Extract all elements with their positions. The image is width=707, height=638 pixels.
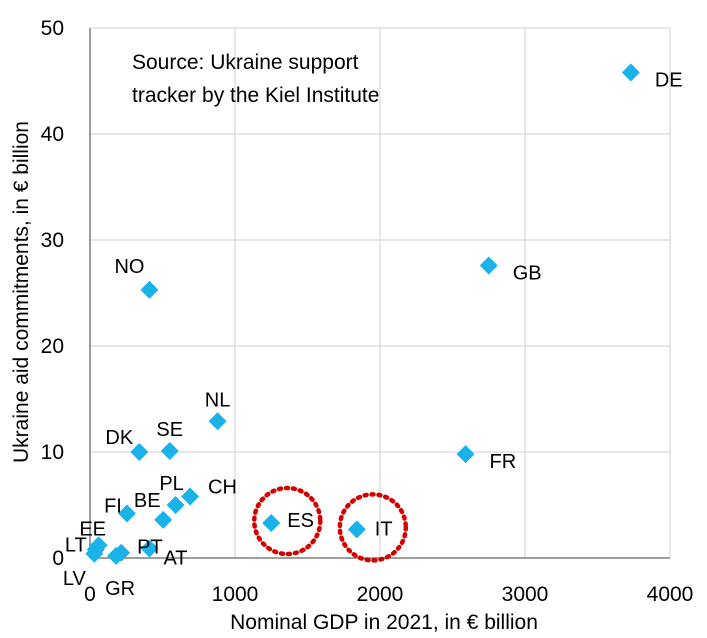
point-label-es: ES: [287, 510, 314, 532]
y-axis-title: Ukraine aid commitments, in € billion: [10, 121, 33, 463]
highlight-circles: [252, 485, 409, 563]
highlight-circle-it: [337, 492, 409, 563]
point-label-dk: DK: [105, 427, 133, 449]
point-lv: [85, 544, 104, 563]
point-label-no: NO: [114, 256, 144, 278]
y-tick-label-50: 50: [41, 17, 64, 40]
x-tick-label-2000: 2000: [357, 583, 404, 606]
y-tick-label-0: 0: [52, 547, 64, 570]
point-label-fi: FI: [104, 495, 122, 517]
point-fr: [456, 445, 475, 464]
x-axis-title: Nominal GDP in 2021, in € billion: [230, 611, 538, 634]
point-label-pt: PT: [137, 537, 163, 559]
point-label-se: SE: [156, 419, 183, 441]
point-label-ch: CH: [208, 477, 237, 499]
x-tick-label-0: 0: [84, 583, 96, 606]
x-tick-label-4000: 4000: [647, 583, 694, 606]
x-tick-label-1000: 1000: [212, 583, 259, 606]
point-no: [140, 280, 159, 299]
point-label-fr: FR: [490, 451, 517, 473]
point-es: [262, 514, 281, 533]
y-tick-labels: 0 10 20 30 40 50: [41, 17, 64, 570]
y-tick-label-40: 40: [41, 123, 64, 146]
point-label-ee: EE: [79, 518, 106, 540]
point-label-lt: LT: [65, 535, 87, 557]
point-be: [154, 510, 173, 529]
point-it: [347, 520, 366, 539]
x-tick-labels: 0 1000 2000 3000 4000: [84, 583, 693, 606]
point-label-pl: PL: [159, 473, 183, 495]
source-note-line-1: Source: Ukraine support: [132, 51, 359, 74]
point-label-de: DE: [655, 70, 683, 92]
point-dk: [130, 443, 149, 461]
point-at: [140, 539, 159, 558]
point-label-nl: NL: [205, 389, 231, 411]
gridlines: [90, 27, 671, 558]
point-fi: [117, 504, 136, 523]
source-note-line-2: tracker by the Kiel Institute: [132, 84, 379, 107]
point-de: [621, 63, 640, 82]
point-ch: [181, 487, 200, 506]
point-nl: [208, 412, 227, 431]
y-tick-label-30: 30: [41, 229, 64, 252]
y-tick-label-20: 20: [41, 335, 64, 358]
point-label-gr: GR: [105, 578, 135, 600]
point-gr: [107, 546, 126, 565]
highlight-circle-es: [252, 485, 323, 557]
x-tick-label-3000: 3000: [502, 583, 549, 606]
data-points: [85, 63, 640, 565]
y-tick-label-10: 10: [41, 441, 64, 464]
point-label-it: IT: [375, 518, 393, 540]
point-pl: [166, 496, 185, 514]
point-label-lv: LV: [63, 568, 87, 590]
point-label-gb: GB: [513, 262, 542, 284]
point-gb: [479, 256, 498, 275]
point-label-be: BE: [134, 490, 161, 512]
point-se: [160, 441, 179, 460]
point-label-at: AT: [163, 547, 187, 569]
